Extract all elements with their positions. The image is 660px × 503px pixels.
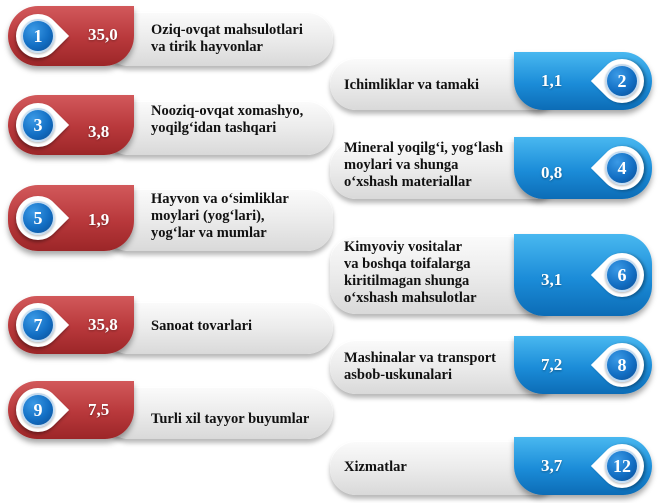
category-label: Ichimliklar va tamaki: [344, 77, 480, 93]
category-label: Mashinalar va transport asbob-uskunalari: [344, 350, 496, 383]
card-bar: [103, 12, 333, 66]
category-card-3: Nooziq-ovqat xomashyo, yoqilg‘idan tashq…: [6, 93, 333, 157]
category-card-6: Kimyoviy vositalar va boshqa toifalarga …: [330, 234, 654, 316]
category-label: Nooziq-ovqat xomashyo, yoqilg‘idan tashq…: [151, 103, 304, 136]
category-label: Sanoat tovarlari: [151, 318, 253, 334]
value-text: 7,5: [88, 400, 110, 419]
value-text: 3,8: [88, 122, 110, 141]
value-text: 0,8: [541, 163, 563, 182]
number-badge: 6: [605, 258, 639, 292]
card-bar: [103, 387, 333, 439]
category-label: Kimyoviy vositalar va boshqa toifalarga …: [344, 239, 477, 306]
category-label: Turli xil tayyor buyumlar: [151, 411, 310, 427]
number-badge: 5: [21, 201, 55, 235]
category-label: Hayvon va o‘simliklar moylari (yog‘lari)…: [151, 191, 289, 241]
card-bar: [103, 302, 333, 354]
value-text: 7,2: [541, 355, 563, 374]
category-card-12: Xizmatlar 12 3,7: [330, 434, 654, 498]
value-text: 35,0: [88, 25, 118, 44]
category-label: Xizmatlar: [344, 459, 407, 475]
number-badge: 2: [605, 64, 639, 98]
category-card-9: Turli xil tayyor buyumlar 9 7,5: [6, 378, 333, 442]
category-card-7: Sanoat tovarlari 7 35,8: [6, 293, 333, 357]
category-card-5: Hayvon va o‘simliklar moylari (yog‘lari)…: [6, 185, 333, 251]
category-card-2: Ichimliklar va tamaki 2 1,1: [330, 49, 654, 113]
category-label: Oziq-ovqat mahsulotlari va tirik hayvonl…: [151, 22, 303, 55]
value-text: 3,1: [541, 270, 563, 289]
number-badge: 8: [605, 348, 639, 382]
card-bar: [103, 101, 333, 155]
category-label: Mineral yoqilg‘i, yog‘lash moylari va sh…: [344, 140, 504, 190]
number-badge: 4: [605, 151, 639, 185]
category-card-8: Mashinalar va transport asbob-uskunalari…: [330, 333, 654, 397]
value-text: 1,9: [88, 210, 110, 229]
value-text: 35,8: [88, 315, 118, 334]
value-text: 3,7: [541, 456, 563, 475]
number-badge: 7: [21, 308, 55, 342]
card-bar: [103, 189, 333, 251]
value-text: 1,1: [541, 71, 563, 90]
number-badge: 9: [21, 393, 55, 427]
number-badge: 12: [605, 449, 639, 483]
number-badge: 1: [21, 19, 55, 53]
category-card-1: Oziq-ovqat mahsulotlari va tirik hayvonl…: [6, 4, 333, 68]
category-card-4: Mineral yoqilg‘i, yog‘lash moylari va sh…: [330, 136, 654, 200]
number-badge: 3: [21, 108, 55, 142]
